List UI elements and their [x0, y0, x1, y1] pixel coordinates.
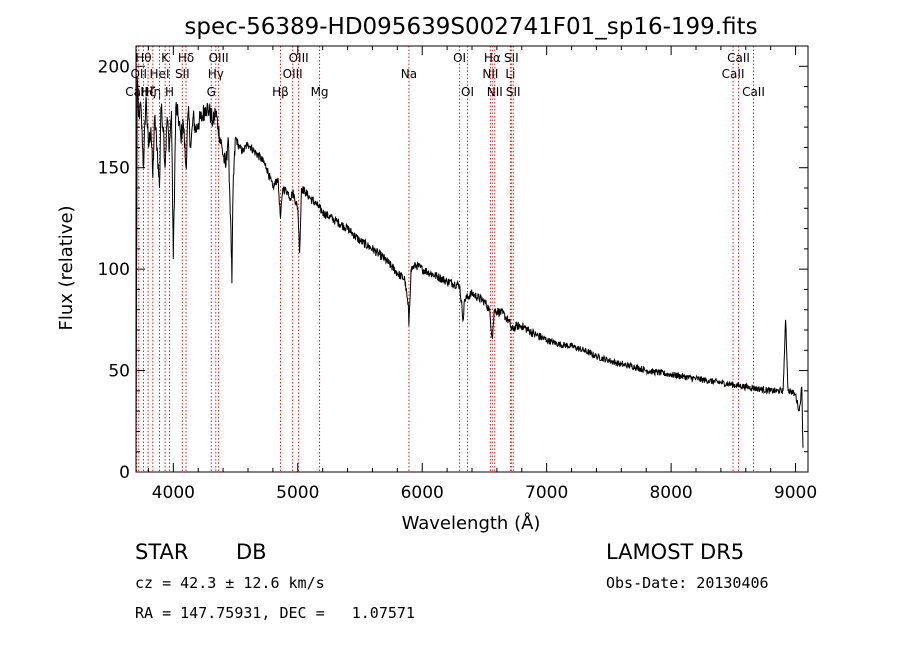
marker-label: NII [487, 85, 503, 99]
object-class: STAR [135, 540, 189, 564]
marker-label: Na [401, 67, 417, 81]
marker-label: OIII [209, 51, 229, 65]
marker-label: OII [130, 67, 147, 81]
marker-label: Mg [311, 85, 329, 99]
marker-label: Hβ [272, 85, 289, 99]
x-axis-label: Wavelength (Å) [402, 512, 541, 534]
marker-label: Hη [144, 85, 161, 99]
x-tick-label: 5000 [276, 483, 319, 503]
marker-label: G [207, 85, 216, 99]
x-tick-label: 6000 [401, 483, 444, 503]
x-tick-label: 7000 [525, 483, 568, 503]
coordinates: RA = 147.75931, DEC = 1.07571 [135, 604, 415, 622]
marker-label: SII [506, 85, 521, 99]
plot-frame [135, 45, 809, 473]
marker-label: Li [505, 67, 515, 81]
marker-label: CaII [722, 67, 745, 81]
marker-label: Hθ [135, 51, 151, 65]
x-tick-label: 4000 [152, 483, 195, 503]
redshift-text: cz = 42.3 ± 12.6 km/s [135, 574, 325, 592]
marker-label: HeI [150, 67, 170, 81]
y-tick-label: 100 [98, 260, 130, 280]
marker-label: OIII [283, 67, 303, 81]
marker-label: Hζ [140, 85, 156, 99]
y-tick-label: 200 [98, 57, 130, 77]
axes: 4000 5000 6000 7000 8000 9000 0 50 100 150 200 [98, 45, 817, 503]
marker-label: K [161, 51, 170, 65]
spectral-line-markers: CaIIOIIHθHζHηHeIKHSIIHδGHγOIIIHβOIIIOIII… [125, 46, 765, 472]
object-subclass: DB [236, 540, 267, 564]
marker-label: OI [453, 51, 466, 65]
marker-label: OI [461, 85, 474, 99]
marker-label: NII [482, 67, 498, 81]
marker-label: Hδ [178, 51, 194, 65]
spectrum-line [135, 76, 804, 452]
marker-label: Hγ [208, 67, 224, 81]
survey-name: LAMOST DR5 [606, 540, 745, 564]
marker-label: CaII [742, 85, 765, 99]
marker-label: CaII [125, 85, 148, 99]
marker-label: SII [504, 51, 519, 65]
marker-label: Hα [484, 51, 501, 65]
y-axis-label: Flux (relative) [56, 205, 77, 330]
marker-label: CaII [727, 51, 750, 65]
marker-label: SII [175, 67, 190, 81]
y-tick-label: 0 [119, 463, 130, 483]
obs-date: Obs-Date: 20130406 [606, 574, 769, 592]
chart-title: spec-56389-HD095639S002741F01_sp16-199.f… [184, 14, 757, 40]
y-tick-label: 50 [108, 362, 130, 382]
x-tick-label: 9000 [774, 483, 817, 503]
y-tick-label: 150 [98, 159, 130, 179]
x-tick-label: 8000 [649, 483, 692, 503]
marker-label: H [165, 85, 174, 99]
marker-label: OIII [289, 51, 309, 65]
